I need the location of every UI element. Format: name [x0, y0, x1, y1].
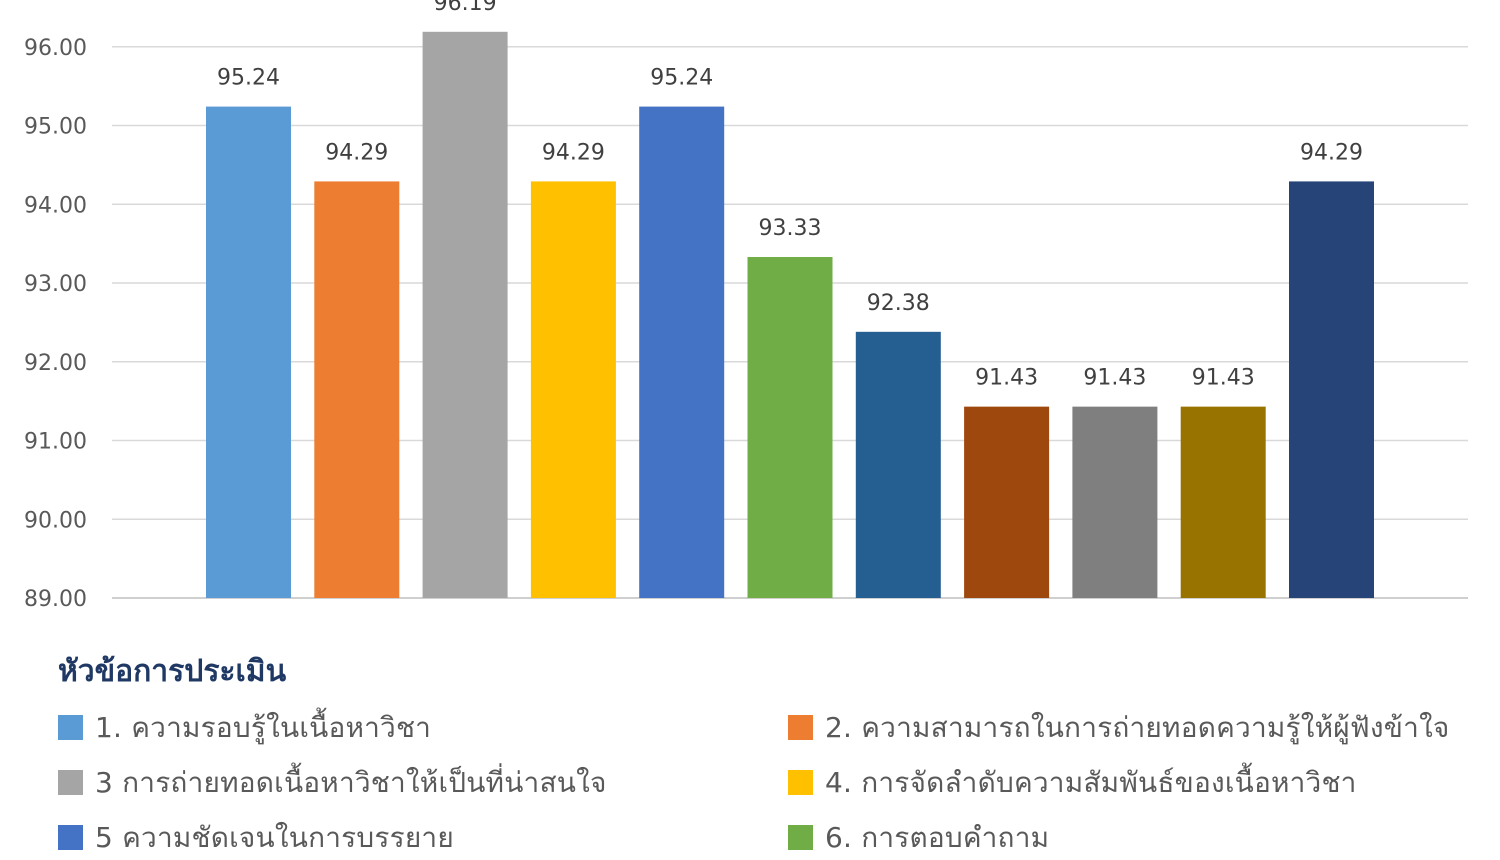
legend-item: 2. ความสามารถในการถ่ายทอดความรู้ให้ผู้ฟั…	[788, 700, 1498, 755]
data-label-1: 95.24	[217, 66, 280, 91]
legend-swatch	[788, 825, 813, 850]
bar-3	[422, 31, 508, 599]
data-label-11: 94.29	[1300, 140, 1363, 165]
data-label-9: 91.43	[1083, 366, 1146, 391]
legend-label: 5 ความชัดเจนในการบรรยาย	[95, 820, 454, 854]
legend-swatch	[58, 770, 83, 795]
bar-chart: 89.00 90.00 91.00 92.00 93.00 94.00 95.00 96.00…	[24, 0, 1468, 612]
legend-swatch	[788, 770, 813, 795]
legend-item: 6. การตอบคำถาม	[788, 810, 1498, 860]
bar-10	[1180, 406, 1266, 598]
legend-swatch	[58, 825, 83, 850]
legend-item: 4. การจัดลำดับความสัมพันธ์ของเนื้อหาวิชา	[788, 755, 1498, 810]
bar-1	[206, 106, 291, 598]
legend-label: 4. การจัดลำดับความสัมพันธ์ของเนื้อหาวิชา	[825, 765, 1357, 799]
legend-label: 2. ความสามารถในการถ่ายทอดความรู้ให้ผู้ฟั…	[825, 710, 1450, 744]
bar-9	[1072, 406, 1158, 598]
bar-4	[530, 181, 616, 598]
y-tick-label: 96.00	[24, 36, 87, 61]
data-label-8: 91.43	[975, 366, 1038, 391]
y-tick-label: 93.00	[24, 272, 87, 297]
y-tick-label: 92.00	[24, 351, 87, 376]
legend-label: 6. การตอบคำถาม	[825, 820, 1050, 854]
bar-2	[314, 181, 400, 598]
y-tick-label: 89.00	[24, 587, 87, 612]
data-label-7: 92.38	[867, 291, 930, 316]
data-label-4: 94.29	[542, 140, 605, 165]
y-tick-label: 90.00	[24, 508, 87, 533]
bar-5	[639, 106, 725, 598]
data-labels: 95.24 94.29 96.19 94.29 95.24 93.33 92.38 91.43…	[217, 0, 1363, 391]
bar-7	[855, 331, 941, 598]
y-axis-tick-labels: 89.00 90.00 91.00 92.00 93.00 94.00 95.00 96.00	[24, 36, 87, 612]
legend: หัวข้อการประเมิน 1. ความรอบรู้ในเนื้อหาว…	[58, 650, 1498, 860]
y-tick-label: 91.00	[24, 430, 87, 455]
legend-swatch	[58, 715, 83, 740]
legend-item: 1. ความรอบรู้ในเนื้อหาวิชา	[58, 700, 788, 755]
legend-item: 5 ความชัดเจนในการบรรยาย	[58, 810, 788, 860]
bar-11	[1289, 181, 1374, 598]
data-label-2: 94.29	[325, 140, 388, 165]
legend-title: หัวข้อการประเมิน	[58, 654, 287, 689]
legend-label: 1. ความรอบรู้ในเนื้อหาวิชา	[95, 710, 432, 744]
legend-item: 3 การถ่ายทอดเนื้อหาวิชาให้เป็นที่น่าสนใจ	[58, 755, 788, 810]
bars	[206, 31, 1374, 599]
y-tick-label: 95.00	[24, 115, 87, 140]
data-label-6: 93.33	[759, 216, 822, 241]
bar-6	[747, 257, 833, 598]
data-label-5: 95.24	[650, 66, 713, 91]
legend-swatch	[788, 715, 813, 740]
data-label-3: 96.19	[434, 0, 497, 16]
bar-8	[964, 406, 1050, 598]
y-tick-label: 94.00	[24, 193, 87, 218]
legend-items: 1. ความรอบรู้ในเนื้อหาวิชา 2. ความสามารถใ…	[58, 700, 1498, 860]
legend-label: 3 การถ่ายทอดเนื้อหาวิชาให้เป็นที่น่าสนใจ	[95, 765, 607, 799]
data-label-10: 91.43	[1192, 366, 1255, 391]
